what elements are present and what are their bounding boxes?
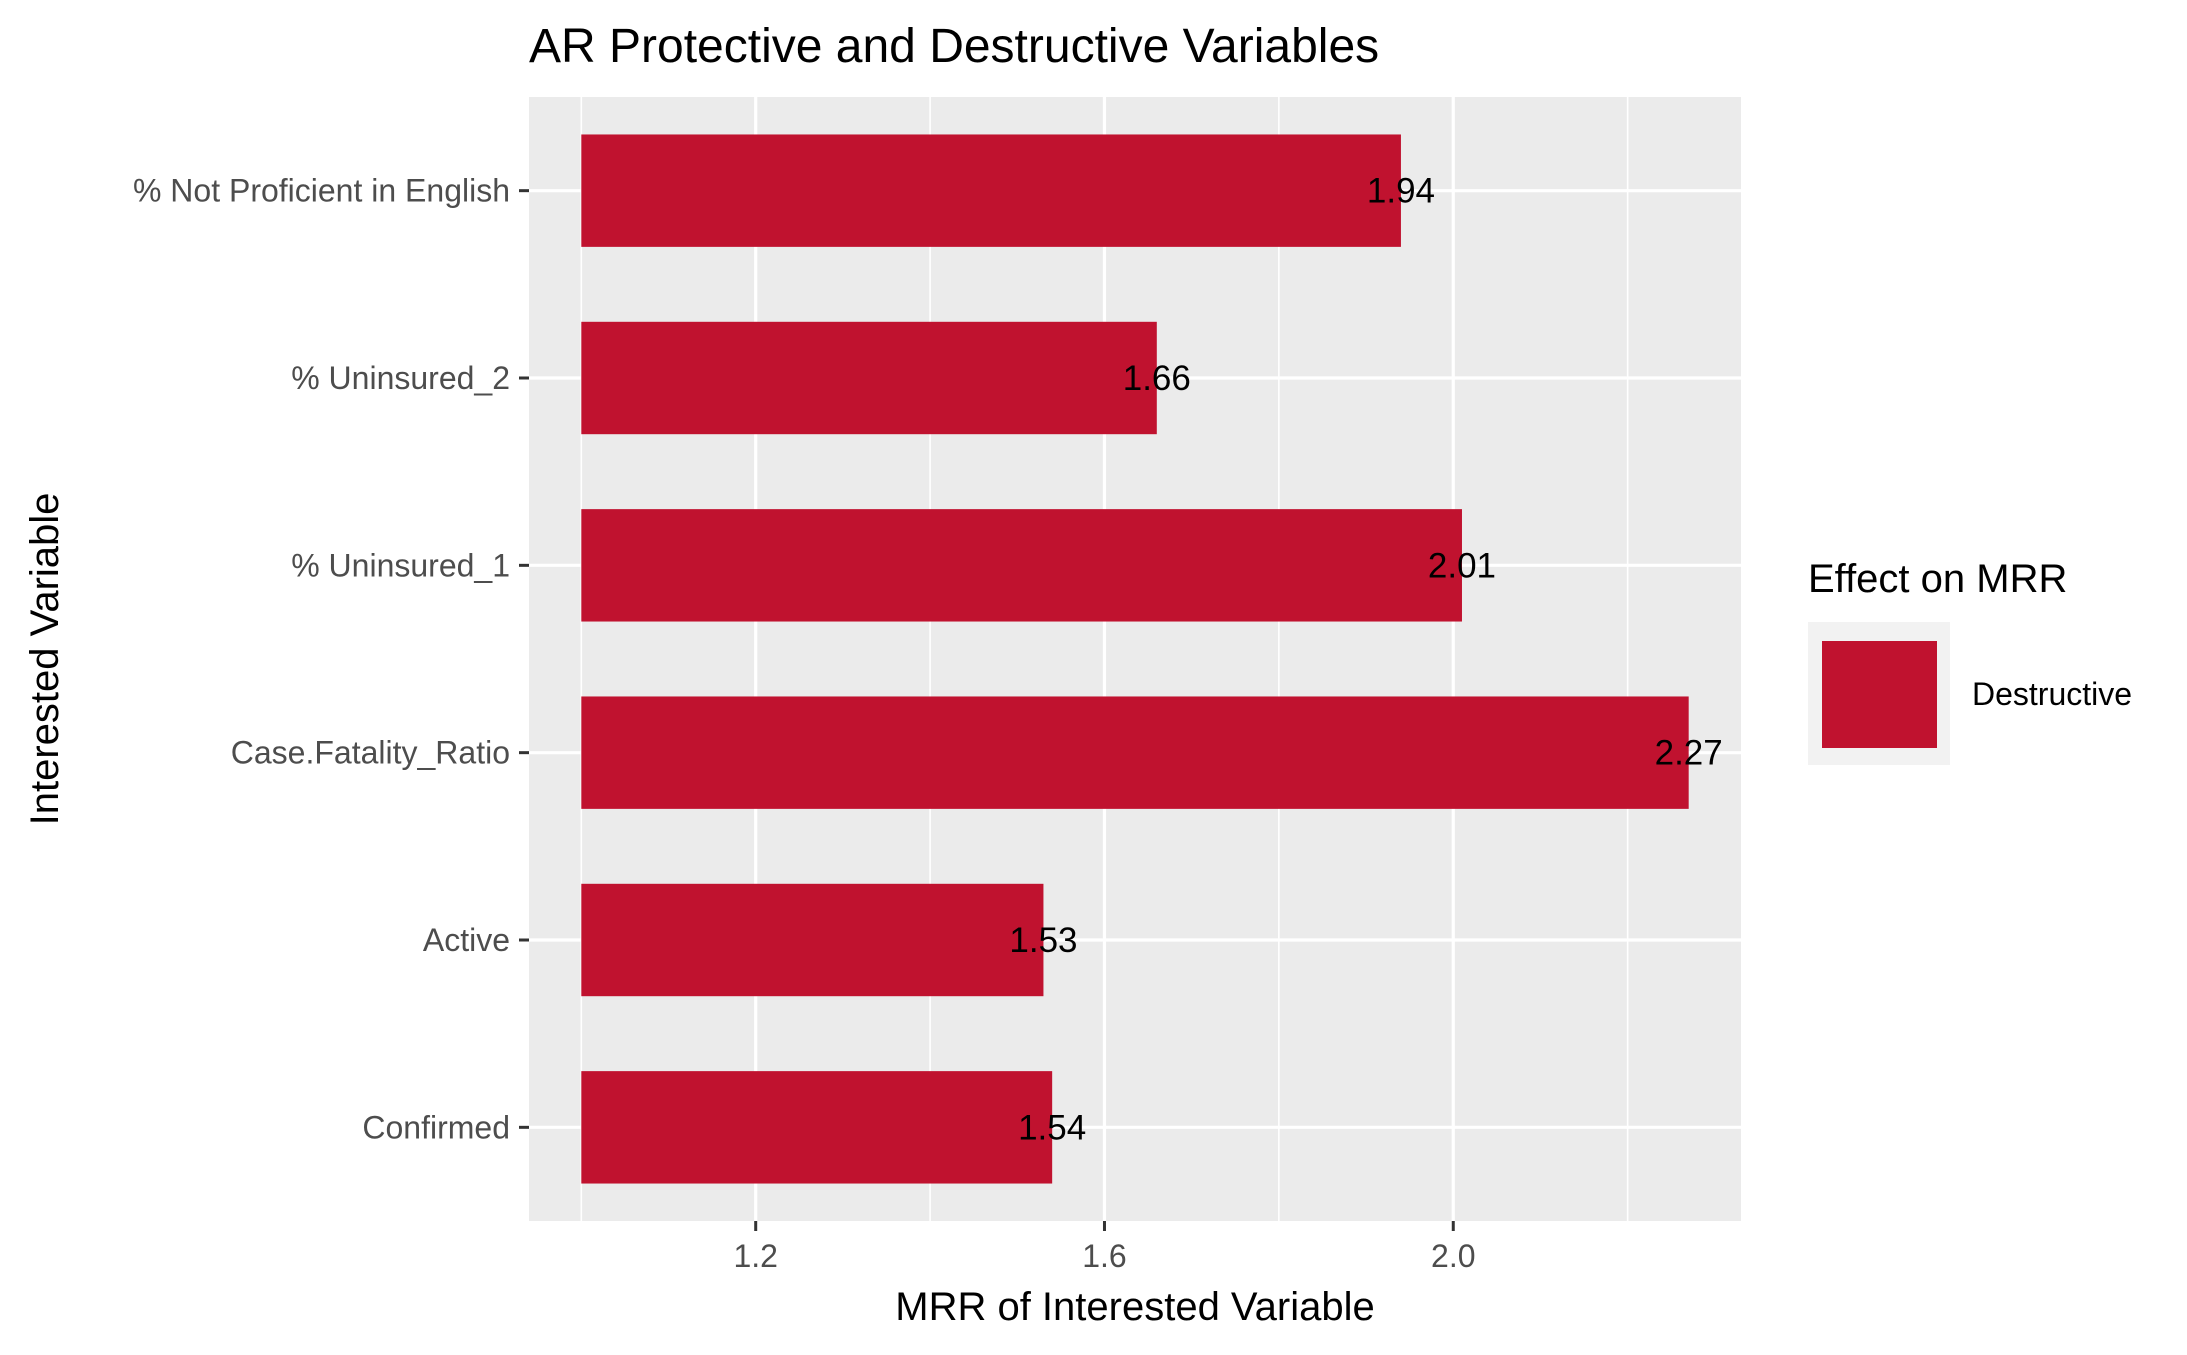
legend: Effect on MRR Destructive xyxy=(1808,557,2132,765)
x-axis-title: MRR of Interested Variable xyxy=(895,1285,1374,1329)
data-label: 1.66 xyxy=(1123,359,1191,398)
y-tick-label: Confirmed xyxy=(362,1109,510,1145)
bar xyxy=(581,134,1401,247)
data-label: 2.01 xyxy=(1428,546,1496,585)
bar xyxy=(581,696,1689,809)
chart-title: AR Protective and Destructive Variables xyxy=(529,20,1379,73)
y-tick-label: Active xyxy=(423,922,510,958)
bar xyxy=(581,1071,1053,1184)
legend-title: Effect on MRR xyxy=(1808,557,2067,601)
legend-label-destructive: Destructive xyxy=(1972,676,2132,712)
bar xyxy=(581,509,1462,622)
bar xyxy=(581,321,1157,435)
bars xyxy=(581,134,1689,1184)
x-tick-label: 1.6 xyxy=(1082,1238,1126,1274)
y-tick-label: % Uninsured_1 xyxy=(291,547,510,583)
bar xyxy=(581,883,1044,997)
data-label: 1.53 xyxy=(1009,921,1077,960)
data-label: 2.27 xyxy=(1655,734,1723,773)
data-label: 1.54 xyxy=(1018,1108,1086,1147)
y-tick-label: Case.Fatality_Ratio xyxy=(231,735,510,771)
y-tick-label: % Not Proficient in English xyxy=(133,173,510,209)
x-tick-label: 2.0 xyxy=(1431,1238,1475,1274)
plot-panel xyxy=(529,97,1741,1221)
y-axis-title: Interested Variable xyxy=(23,493,67,826)
x-tick-label: 1.2 xyxy=(733,1238,777,1274)
data-label: 1.94 xyxy=(1367,172,1435,211)
x-axis: 1.2 1.6 2.0 xyxy=(733,1221,1476,1274)
y-tick-label: % Uninsured_2 xyxy=(291,360,510,396)
y-axis: % Not Proficient in English % Uninsured_2… xyxy=(133,173,529,1145)
legend-key-destructive xyxy=(1822,641,1937,748)
data-labels: 1.94 1.66 2.01 2.27 1.53 1.54 xyxy=(1009,172,1722,1148)
